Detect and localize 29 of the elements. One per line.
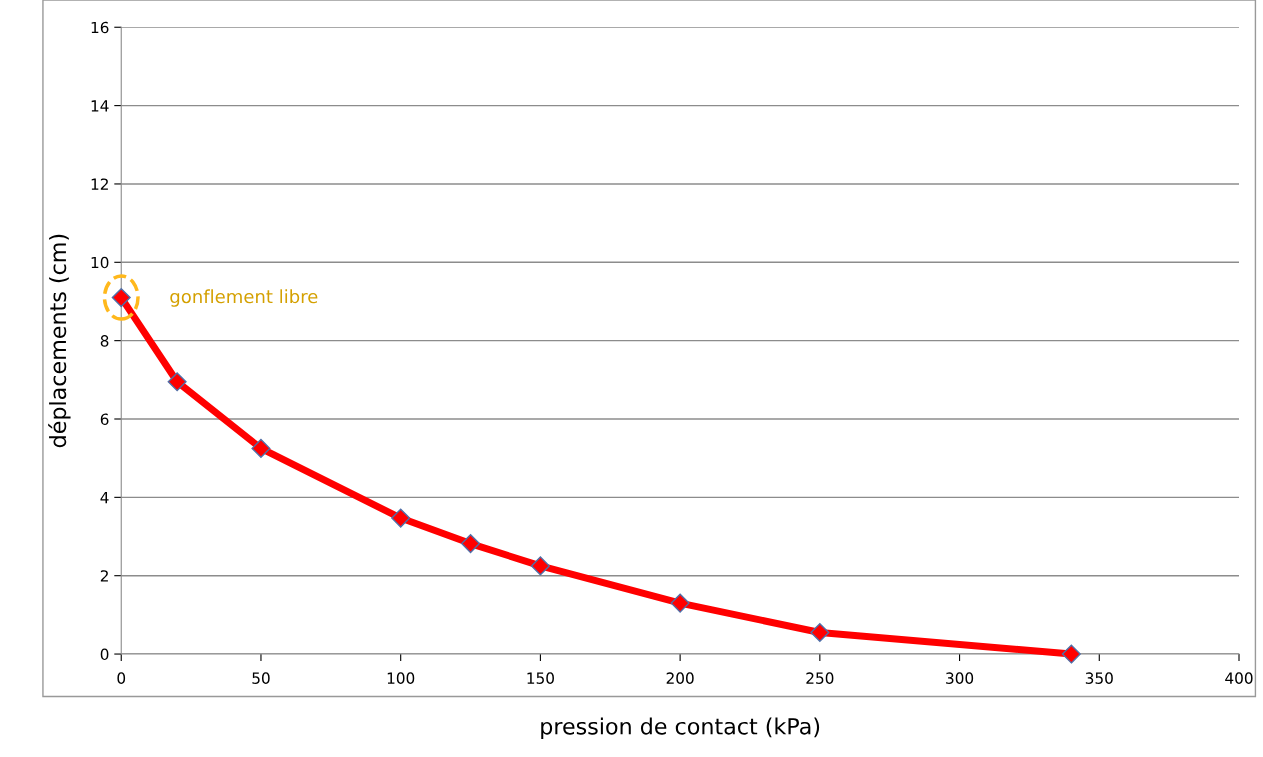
- x-tick-label: 100: [387, 672, 415, 684]
- point: [1061, 644, 1081, 664]
- y-tick-label: 10: [91, 256, 109, 269]
- y-tick-label: 6: [100, 413, 109, 426]
- point: [391, 508, 411, 528]
- x-tick-label: 350: [1085, 672, 1113, 684]
- point: [167, 372, 187, 392]
- x-tick-label: 400: [1225, 672, 1253, 684]
- point: [670, 593, 690, 613]
- x-tick-label: 250: [806, 672, 834, 684]
- point: [461, 534, 481, 554]
- y-tick-label: 0: [100, 648, 109, 661]
- point: [530, 556, 550, 576]
- x-tick-label: 300: [946, 672, 974, 684]
- y-tick-label: 12: [91, 178, 108, 190]
- x-tick-label: 50: [252, 672, 270, 684]
- x-tick-label: 150: [527, 672, 554, 684]
- y-axis-title: déplacements (cm): [48, 234, 71, 448]
- x-tick-label: 0: [117, 672, 126, 684]
- x-tick-label: 200: [666, 672, 694, 684]
- y-tick-label: 14: [91, 100, 109, 112]
- y-tick-label: 16: [91, 21, 109, 34]
- y-tick-label: 8: [100, 335, 109, 347]
- point: [251, 438, 271, 458]
- annotation: gonflement libre: [170, 289, 318, 307]
- y-tick-label: 4: [100, 492, 109, 504]
- point: [810, 622, 830, 643]
- y-tick-label: 2: [100, 570, 108, 582]
- x-axis-title: pression de contact (kPa): [541, 717, 820, 739]
